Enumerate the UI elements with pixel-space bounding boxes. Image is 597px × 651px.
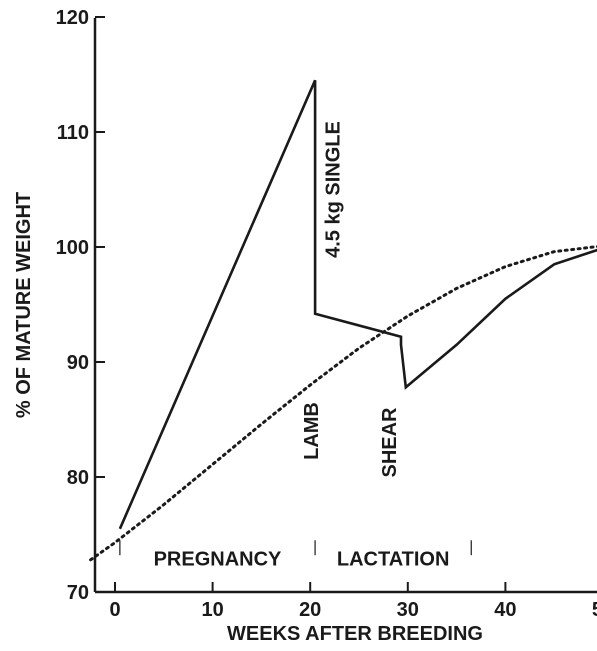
annotation-label: 4.5 kg SINGLE [322,121,344,258]
x-tick-label: 10 [201,599,223,621]
y-axis-ticks: 70 80 90 100 110 120 [56,7,105,604]
solid-series-line [118,79,597,530]
annotations: 4.5 kg SINGLE LAMB SHEAR PREGNANCY LACTATION [154,121,450,570]
annotation-label: SHEAR [379,407,401,478]
x-axis-ticks: 0 10 20 30 40 50 [109,582,597,621]
dotted-series-line [89,245,597,562]
phase-markers [119,540,472,556]
annotation-label: LAMB [301,402,323,460]
y-tick-label: 120 [56,7,89,29]
y-tick-label: 110 [57,122,89,144]
x-tick-label: 40 [494,599,516,621]
x-tick-label: 50 [592,599,597,621]
y-tick-label: 90 [67,352,89,374]
x-tick-label: 20 [299,599,321,621]
series-layer [89,79,597,562]
y-tick-label: 80 [67,467,89,489]
annotation-label: PREGNANCY [154,549,282,571]
axes [93,18,597,594]
y-tick-label: 100 [56,237,89,259]
x-tick-label: 30 [397,599,419,621]
annotation-label: LACTATION [337,549,450,571]
y-tick-label: 70 [67,582,89,604]
y-axis-title: % OF MATURE WEIGHT [13,192,35,418]
x-tick-label: 0 [109,599,120,621]
x-axis-title: WEEKS AFTER BREEDING [227,623,483,645]
